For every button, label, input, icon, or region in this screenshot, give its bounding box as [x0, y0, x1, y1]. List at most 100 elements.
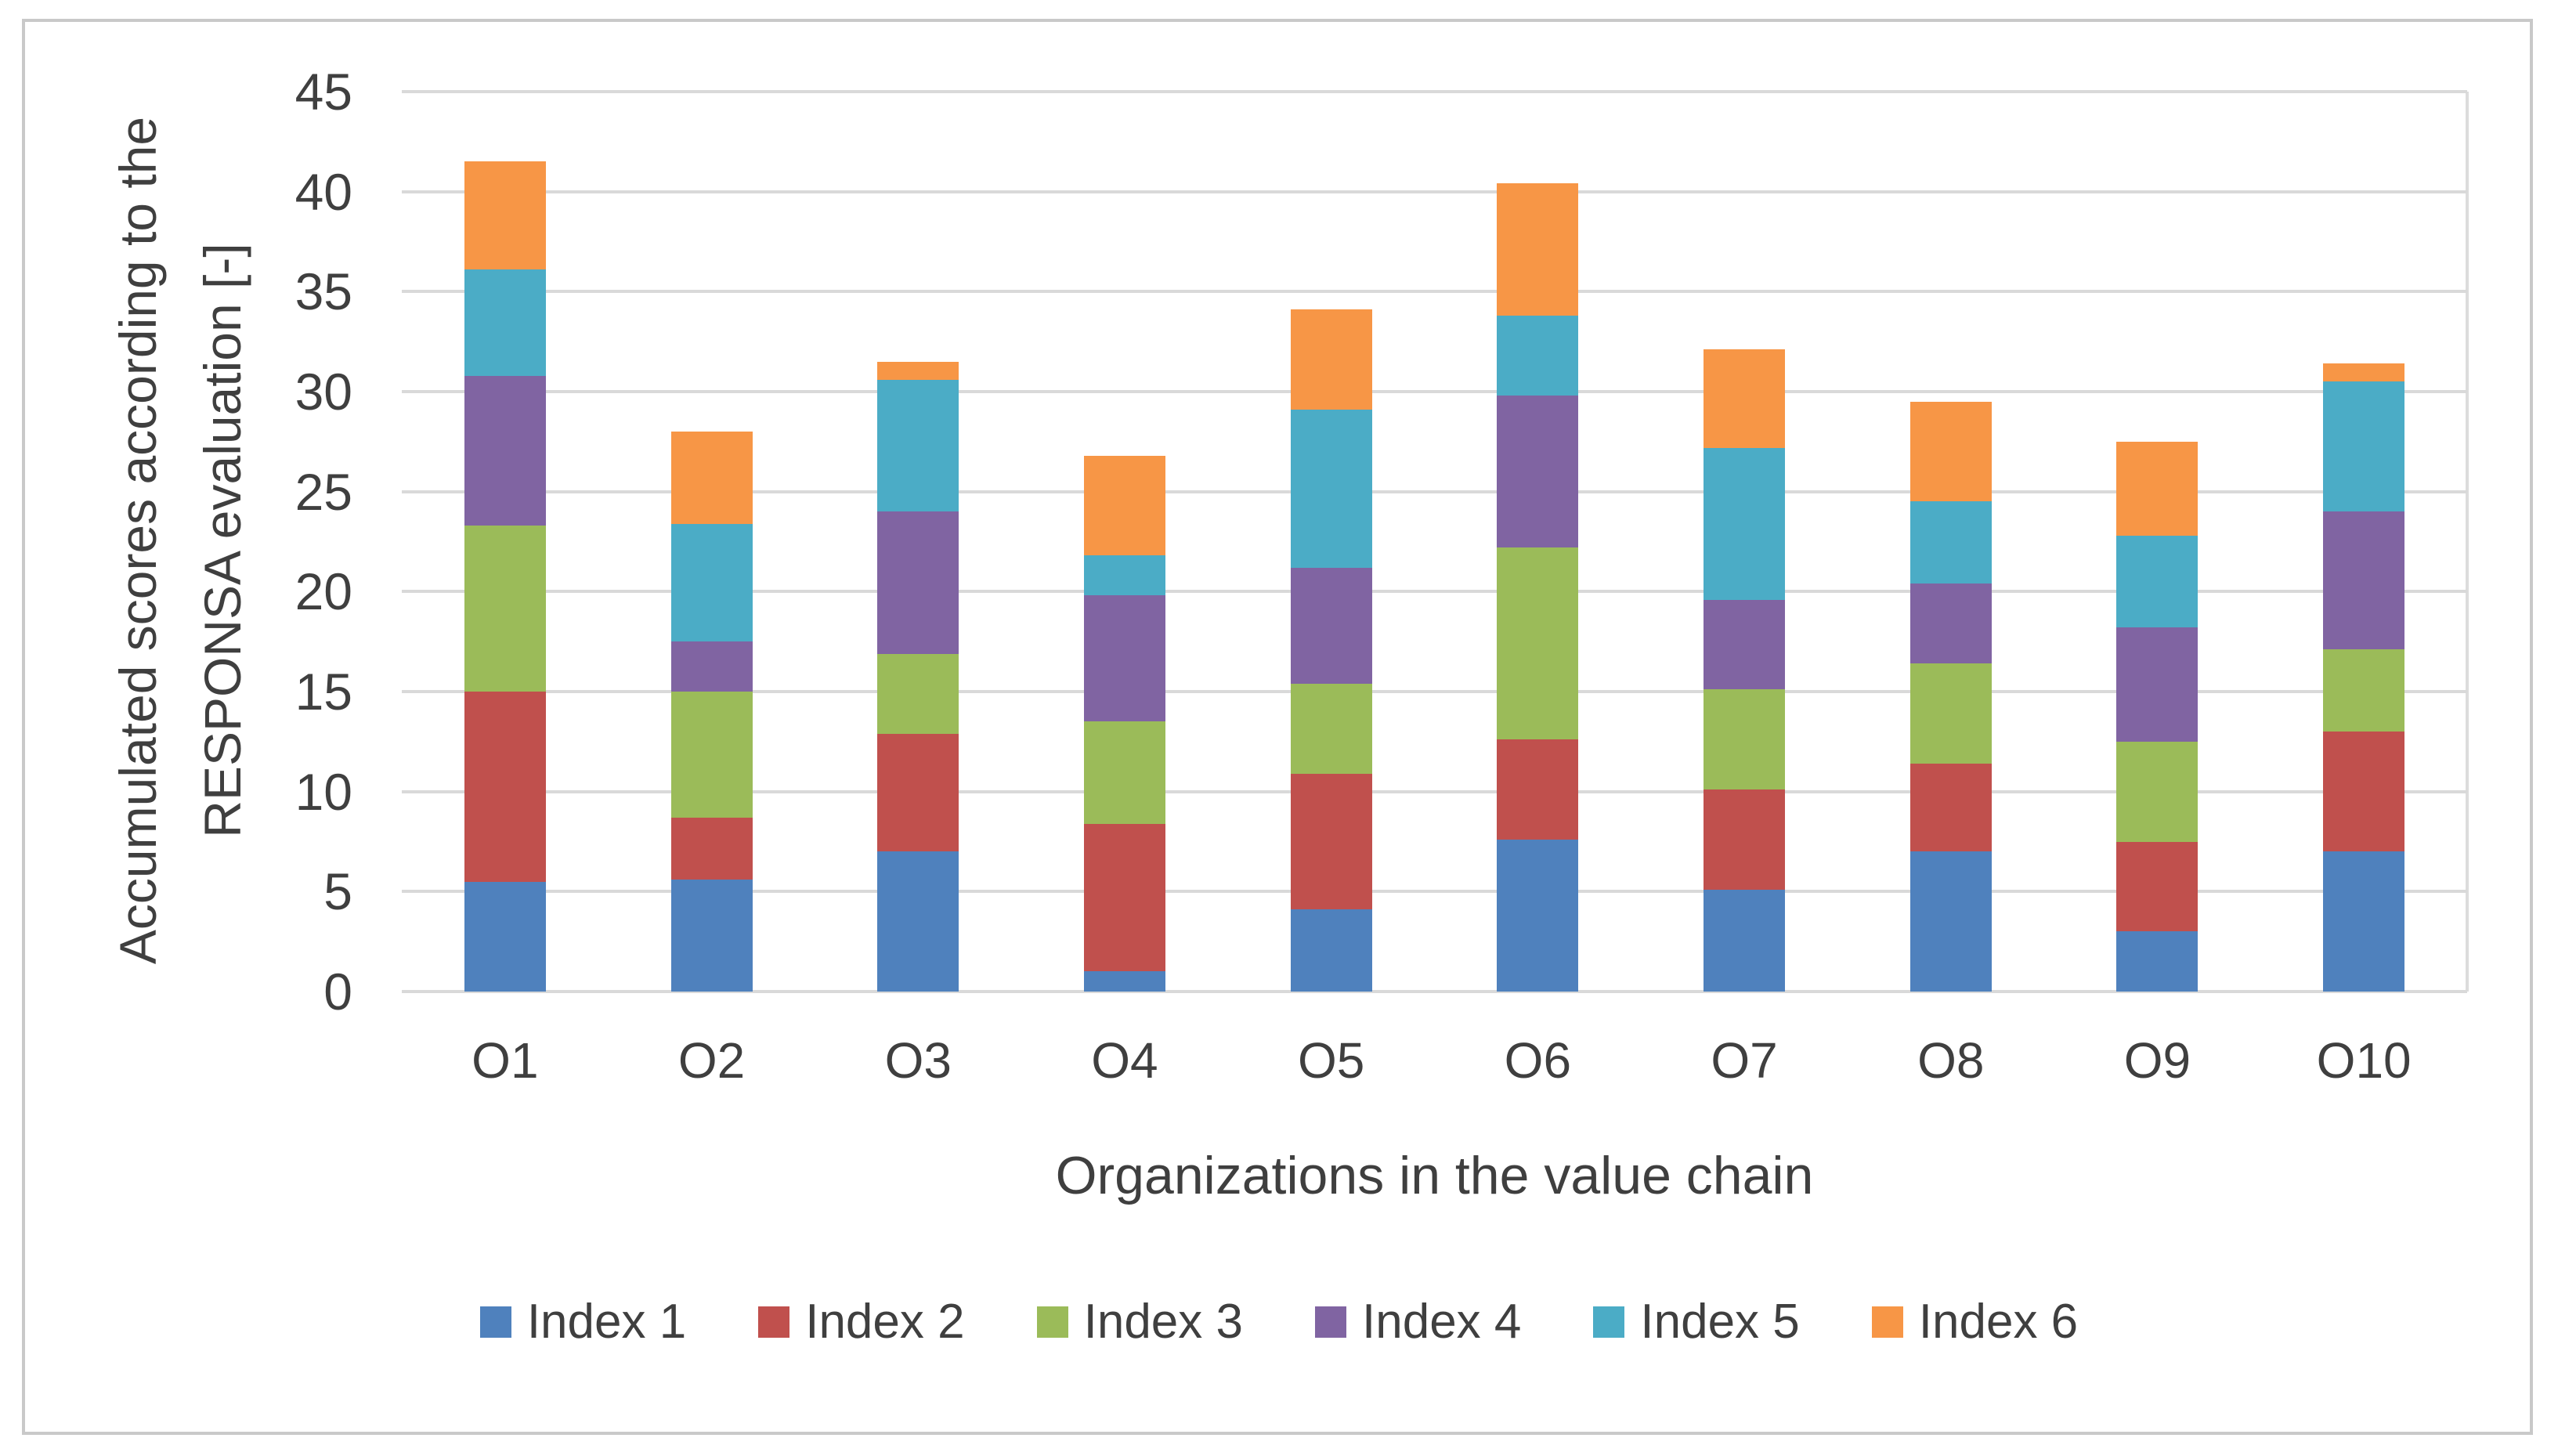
plot-area [402, 90, 2469, 993]
y-tick-label: 40 [294, 162, 352, 221]
bar-segment-o4-index-3 [1083, 721, 1165, 824]
legend-swatch-icon [1871, 1306, 1903, 1338]
legend-label: Index 5 [1640, 1295, 1800, 1349]
bar-segment-o1-index-4 [464, 375, 546, 526]
legend-label: Index 3 [1083, 1295, 1243, 1349]
bar-segment-o8-index-2 [1909, 763, 1992, 852]
bar-segment-o4-index-5 [1083, 555, 1165, 596]
x-tick-label: O10 [2316, 1032, 2412, 1089]
bar-segment-o8-index-4 [1909, 583, 1992, 664]
legend: Index 1 Index 2 Index 3 Index 4 Index 5 Index… [0, 1294, 2558, 1349]
bar-segment-o9-index-2 [2116, 841, 2199, 932]
bar-segment-o4-index-4 [1083, 595, 1165, 722]
legend-item-index-1: Index 1 [479, 1294, 687, 1349]
legend-label: Index 1 [526, 1295, 687, 1349]
bar-segment-o8-index-3 [1909, 663, 1992, 764]
bar-segment-o4-index-6 [1083, 455, 1165, 556]
bar-segment-o8-index-1 [1909, 851, 1992, 992]
gridline [402, 789, 2467, 793]
legend-swatch-icon [479, 1306, 511, 1338]
bar-segment-o10-index-3 [2323, 649, 2405, 732]
bar-segment-o3-index-4 [877, 511, 959, 654]
bar-segment-o1-index-1 [464, 881, 546, 992]
gridline [402, 390, 2467, 393]
gridline [402, 290, 2467, 294]
x-tick-label: O9 [2123, 1032, 2191, 1089]
legend-swatch-icon [1036, 1306, 1068, 1338]
x-tick-label: O8 [1917, 1032, 1985, 1089]
gridline [402, 90, 2467, 93]
legend-item-index-4: Index 4 [1315, 1294, 1521, 1349]
bar-segment-o6-index-6 [1497, 183, 1579, 316]
bar-segment-o7-index-2 [1704, 789, 1786, 890]
y-tick-label: 20 [294, 562, 352, 621]
gridline [402, 590, 2467, 594]
bar-segment-o7-index-4 [1704, 599, 1786, 690]
bar-segment-o5-index-5 [1290, 410, 1372, 568]
x-tick-label: O7 [1711, 1032, 1778, 1089]
legend-swatch-icon [758, 1306, 790, 1338]
x-tick-label: O5 [1297, 1032, 1365, 1089]
legend-label: Index 4 [1362, 1295, 1522, 1349]
y-tick-label: 5 [323, 862, 352, 921]
bar-segment-o7-index-5 [1704, 447, 1786, 600]
bar-segment-o6-index-3 [1497, 547, 1579, 740]
bar-segment-o4-index-1 [1083, 971, 1165, 992]
gridline [402, 190, 2467, 193]
legend-swatch-icon [1315, 1306, 1346, 1338]
bar-segment-o9-index-1 [2116, 931, 2199, 992]
bar-segment-o9-index-3 [2116, 741, 2199, 842]
y-tick-label: 30 [294, 363, 352, 421]
gridline [402, 690, 2467, 693]
x-tick-label: O3 [884, 1032, 952, 1089]
bar-segment-o9-index-6 [2116, 441, 2199, 536]
bar-segment-o1-index-2 [464, 692, 546, 882]
legend-item-index-5: Index 5 [1593, 1294, 1800, 1349]
bar-segment-o7-index-6 [1704, 349, 1786, 448]
bar-segment-o2-index-4 [670, 641, 753, 692]
bar-segment-o3-index-3 [877, 653, 959, 734]
bar-segment-o9-index-5 [2116, 535, 2199, 628]
bar-segment-o10-index-4 [2323, 511, 2405, 650]
bar-segment-o5-index-3 [1290, 683, 1372, 774]
x-axis-title: Organizations in the value chain [1055, 1146, 1814, 1205]
bar-segment-o3-index-5 [877, 379, 959, 512]
bar-segment-o7-index-3 [1704, 689, 1786, 790]
legend-label: Index 2 [805, 1295, 965, 1349]
x-tick-label: O4 [1091, 1032, 1158, 1089]
bar-segment-o5-index-6 [1290, 309, 1372, 410]
y-tick-label: 35 [294, 262, 352, 321]
bar-segment-o8-index-6 [1909, 401, 1992, 502]
legend-item-index-2: Index 2 [758, 1294, 965, 1349]
y-tick-label: 15 [294, 663, 352, 721]
legend-label: Index 6 [1918, 1295, 2079, 1349]
bar-segment-o5-index-2 [1290, 773, 1372, 910]
bar-segment-o2-index-1 [670, 880, 753, 992]
x-tick-label: O6 [1504, 1032, 1572, 1089]
bar-segment-o8-index-5 [1909, 501, 1992, 584]
bar-segment-o6-index-4 [1497, 396, 1579, 548]
bar-segment-o3-index-1 [877, 851, 959, 992]
bar-segment-o9-index-4 [2116, 627, 2199, 742]
bar-segment-o6-index-1 [1497, 839, 1579, 992]
bar-segment-o2-index-3 [670, 692, 753, 818]
y-tick-label: 10 [294, 762, 352, 821]
chart-frame [22, 19, 2533, 1435]
bar-segment-o10-index-2 [2323, 732, 2405, 852]
gridline [402, 990, 2467, 993]
x-tick-label: O2 [677, 1032, 746, 1089]
bar-segment-o6-index-2 [1497, 739, 1579, 840]
bar-segment-o10-index-5 [2323, 381, 2405, 512]
bar-segment-o6-index-5 [1497, 315, 1579, 396]
bar-segment-o5-index-4 [1290, 567, 1372, 684]
bar-segment-o10-index-1 [2323, 851, 2405, 992]
bar-segment-o2-index-5 [670, 523, 753, 642]
bar-segment-o7-index-1 [1704, 889, 1786, 992]
bar-segment-o1-index-6 [464, 161, 546, 270]
bar-segment-o3-index-6 [877, 361, 959, 380]
bar-segment-o1-index-5 [464, 269, 546, 376]
y-tick-label: 0 [323, 963, 352, 1021]
bar-segment-o5-index-1 [1290, 909, 1372, 992]
x-tick-label: O1 [471, 1032, 539, 1089]
